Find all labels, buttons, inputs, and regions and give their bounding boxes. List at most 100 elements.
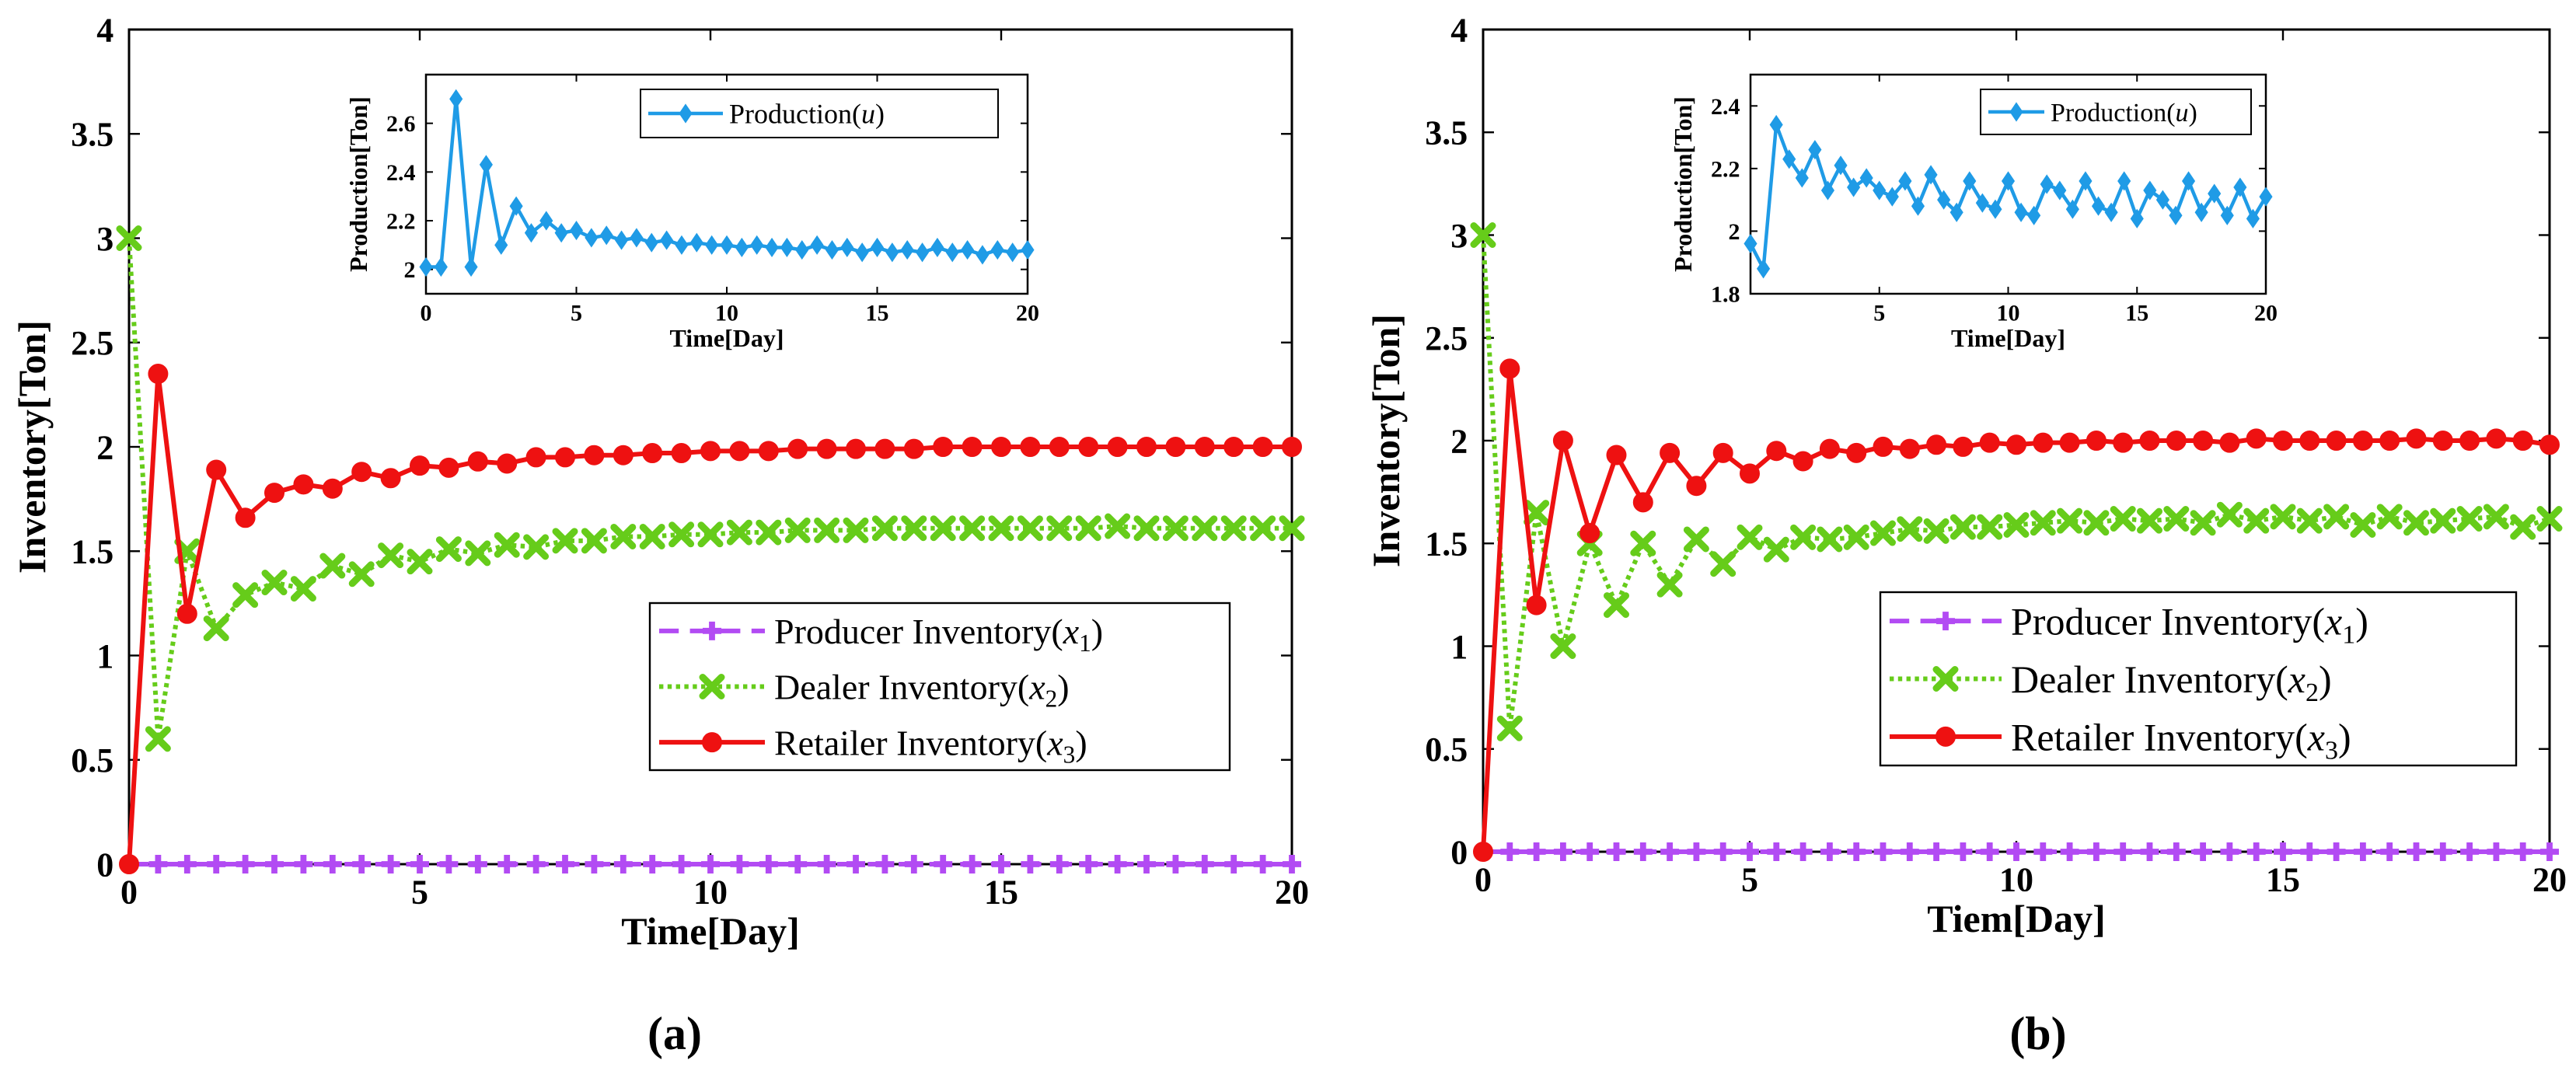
panel-b-main-data-point xyxy=(1633,842,1653,861)
panel-a-main-data-point xyxy=(525,447,546,468)
panel-b-inset-data-point xyxy=(1769,114,1783,135)
panel-b-inset-xtick-label: 15 xyxy=(2125,301,2148,326)
panel-b-main-data-point xyxy=(1870,520,1896,546)
panel-a-main-xtick-label: 5 xyxy=(411,873,428,912)
panel-b-main-legend-entry-subscript: 3 xyxy=(2325,736,2338,765)
panel-a-main-xtick-label: 20 xyxy=(1275,873,1309,912)
panel-a-main-data-point xyxy=(119,854,139,874)
panel-b-main-legend-entry-subscript: 1 xyxy=(2342,621,2355,650)
panel-b-inset-data-point xyxy=(2246,208,2260,228)
panel-b-main-data-point xyxy=(2113,432,2134,453)
panel-b-main-data-point xyxy=(2460,842,2480,861)
panel-a-main-data-point xyxy=(206,459,227,480)
panel-b-main-data-point xyxy=(1553,842,1572,861)
panel-b-main-data-point xyxy=(2086,842,2106,861)
panel-a-main-data-point xyxy=(293,474,314,495)
panel-b-main-data-point xyxy=(2246,428,2267,449)
panel-a-main-xtick-label: 10 xyxy=(693,873,728,912)
panel-a-main-data-point xyxy=(1075,515,1101,542)
panel-b-main-xtick-label: 15 xyxy=(2266,861,2300,899)
panel-b-inset-data-point xyxy=(1859,168,1873,188)
panel-a-main-legend-entry-close: ) xyxy=(1057,668,1069,707)
panel-b-inset-ytick-label: 2 xyxy=(1729,219,1740,245)
panel-a-main-xtick-label: 0 xyxy=(120,873,138,912)
panel-a-main-data-point xyxy=(930,515,956,542)
panel-a-inset-data-point xyxy=(630,228,644,248)
panel-a-inset-data-point xyxy=(449,89,463,109)
panel-a-main-data-point xyxy=(1279,515,1305,542)
panel-a-inset-data-point xyxy=(569,220,584,241)
panel-a-inset-legend-entry-var: u xyxy=(861,99,875,130)
panel-a-inset-data-point xyxy=(840,237,854,258)
panel-a-main-data-point xyxy=(236,855,255,873)
panel-b-label: (b) xyxy=(2009,1008,2066,1059)
panel-a-inset-data-point xyxy=(750,235,764,255)
panel-a-inset-data-point xyxy=(660,230,674,250)
panel-b-main-data-point xyxy=(2246,842,2266,861)
panel-b-main-data-point xyxy=(1686,476,1707,497)
panel-b-main-legend-entry-name: Dealer Inventory( xyxy=(2011,657,2288,701)
panel-b-main-data-point xyxy=(2513,842,2532,861)
panel-b-main-data-point xyxy=(1817,526,1843,553)
panel-a-main-data-point xyxy=(116,225,142,251)
panel-a-inset-data-point xyxy=(990,240,1004,260)
panel-a-main-ytick-label: 0 xyxy=(96,846,113,884)
panel-b-main-data-point xyxy=(1949,514,1976,540)
panel-a-inset-data-point xyxy=(494,235,508,255)
panel-b-main-data-point xyxy=(2352,431,2373,451)
panel-b-inset-legend-marker xyxy=(2009,102,2023,122)
panel-a-inset-data-point xyxy=(825,240,839,260)
panel-b-main-data-point xyxy=(2456,506,2483,532)
panel-a-main-data-point xyxy=(556,855,574,873)
panel-a-main-data-point xyxy=(1194,437,1215,457)
panel-a-main-data-point xyxy=(610,523,637,549)
panel-b-main-data-point xyxy=(1632,492,1653,513)
panel-a-inset-ytick-label: 2.2 xyxy=(386,209,416,235)
panel-a-main-data-point xyxy=(1253,855,1272,873)
panel-a-main-data-point xyxy=(207,855,226,873)
panel-b-main-legend-entry-close: ) xyxy=(2355,600,2368,643)
panel-a-main-data-point xyxy=(758,441,779,462)
panel-a-main-data-point xyxy=(352,855,372,873)
panel-b-main-data-point xyxy=(2137,507,2162,534)
panel-b-inset-data-point xyxy=(1744,233,1757,254)
panel-b-main-data-point xyxy=(2350,511,2376,538)
panel-b-inset-ylabel: Production[Ton] xyxy=(1669,96,1697,272)
panel-a-main-data-point xyxy=(730,855,749,873)
panel-b-main-ytick-label: 1 xyxy=(1450,628,1468,666)
panel-a-inset-data-point xyxy=(720,235,734,255)
panel-b-inset-data-point xyxy=(1782,149,1796,169)
panel-a-main-series-retailer-inventory xyxy=(119,364,1302,874)
panel-b-inset-legend-entry-close: ) xyxy=(2189,99,2197,127)
panel-b-main-legend-entry-name: Producer Inventory( xyxy=(2011,600,2325,643)
panel-a-inset-data-point xyxy=(479,155,493,175)
panel-b-main-data-point xyxy=(1923,518,1949,544)
panel-b-main-data-point xyxy=(2483,504,2509,530)
panel-b-main-xlabel: Tiem[Day] xyxy=(1927,897,2106,940)
panel-a-main-data-point xyxy=(903,438,924,459)
panel-b-main-data-point xyxy=(1790,524,1817,550)
panel-b-main-data-point xyxy=(1524,500,1550,526)
panel-a-main-legend-entry: Retailer Inventory(x3) xyxy=(774,723,1087,768)
panel-b-inset-data-point xyxy=(2065,199,2079,219)
panel-b-main-series-producer-inventory xyxy=(1474,842,2559,861)
panel-a-main-data-point xyxy=(410,855,429,873)
panel-b-inset-data-point xyxy=(2104,202,2118,222)
panel-b-main-data-point xyxy=(1792,451,1813,472)
panel-a-main-data-point xyxy=(177,855,197,873)
panel-a-main-data-point xyxy=(668,521,695,548)
panel-b-chart: 0 5 10 15 2000.511.522.533.54Tiem[Day]Invent… xyxy=(1364,11,2567,1059)
panel-a-main-data-point xyxy=(642,443,663,464)
panel-a-main-data-point xyxy=(235,507,256,528)
panel-a-main-data-point xyxy=(988,515,1014,542)
panel-a-main-legend-entry-name: Dealer Inventory( xyxy=(774,668,1029,707)
panel-a-main-data-point xyxy=(1107,437,1128,457)
panel-b-inset-data-point xyxy=(1808,140,1822,160)
panel-a-main-data-point xyxy=(323,855,342,873)
panel-a-main-data-point xyxy=(700,441,721,462)
panel-b-main-data-point xyxy=(2193,431,2214,451)
panel-a-main-data-point xyxy=(671,443,692,464)
panel-a-main-legend-entry-close: ) xyxy=(1091,612,1103,651)
panel-a-inset-data-point xyxy=(675,235,689,255)
